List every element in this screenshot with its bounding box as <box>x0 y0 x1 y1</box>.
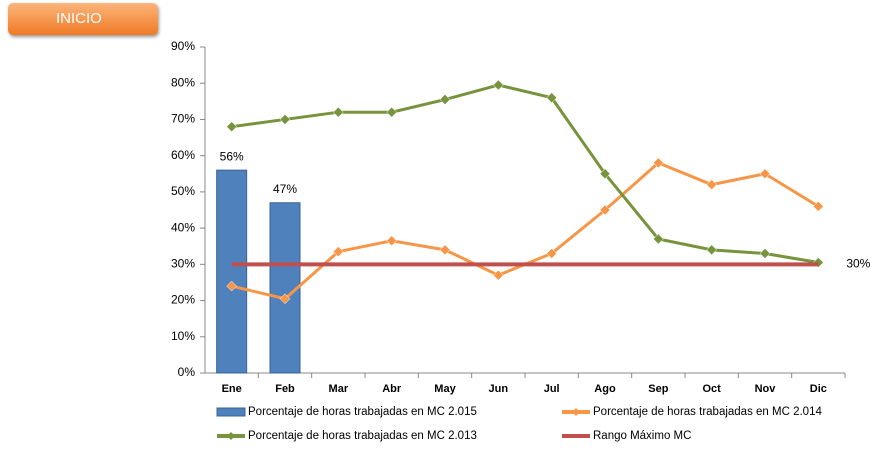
legend-label: Rango Máximo MC <box>593 430 691 442</box>
x-tick-label: May <box>434 383 456 395</box>
x-tick-label: Abr <box>382 383 402 395</box>
y-tick-label: 90% <box>171 39 195 53</box>
marker <box>386 106 398 118</box>
y-tick-label: 20% <box>171 293 195 307</box>
marker <box>332 106 344 118</box>
y-tick-label: 70% <box>171 112 195 126</box>
marker <box>492 79 504 91</box>
marker <box>439 94 451 105</box>
y-tick-label: 80% <box>171 75 195 89</box>
marker <box>652 157 664 169</box>
marker <box>279 114 291 125</box>
marker <box>439 244 451 256</box>
marker <box>226 121 238 133</box>
x-tick-label: Mar <box>329 383 349 395</box>
marker <box>759 168 771 180</box>
x-tick-label: Sep <box>648 383 668 395</box>
line <box>231 161 820 301</box>
marker <box>546 92 558 104</box>
marker <box>599 168 611 180</box>
legend-label: Porcentaje de horas trabajadas en MC 2.0… <box>593 406 822 418</box>
x-tick-label: Nov <box>755 383 777 395</box>
data-label: 30% <box>846 257 870 271</box>
y-tick-label: 50% <box>171 184 195 198</box>
marker <box>332 246 344 258</box>
bar <box>269 202 301 374</box>
legend-marker <box>572 408 580 416</box>
marker <box>546 248 558 259</box>
legend-swatch <box>216 407 246 417</box>
legend-marker <box>227 432 235 440</box>
y-tick-label: 30% <box>171 257 195 271</box>
marker <box>652 233 664 245</box>
data-label: 47% <box>273 182 297 196</box>
marker <box>226 280 238 292</box>
marker <box>599 204 611 216</box>
y-tick-label: 40% <box>171 220 195 234</box>
x-tick-label: Feb <box>275 383 295 395</box>
line <box>231 83 819 265</box>
x-tick-label: Ago <box>594 383 616 395</box>
marker <box>812 201 824 212</box>
y-tick-label: 10% <box>171 329 195 343</box>
marker <box>759 248 771 259</box>
x-tick-label: Dic <box>810 383 827 395</box>
marker <box>706 244 718 256</box>
marker <box>386 235 398 247</box>
x-tick-label: Oct <box>702 383 721 395</box>
marker <box>706 179 718 190</box>
inicio-button[interactable]: INICIO <box>8 3 158 35</box>
legend-label: Porcentaje de horas trabajadas en MC 2.0… <box>248 406 477 418</box>
y-tick-label: 0% <box>178 365 196 379</box>
marker <box>279 293 291 305</box>
bar <box>216 169 248 374</box>
x-tick-label: Ene <box>222 383 242 395</box>
y-tick-label: 60% <box>171 148 195 162</box>
legend-label: Porcentaje de horas trabajadas en MC 2.0… <box>248 430 477 442</box>
x-tick-label: Jul <box>544 383 560 395</box>
x-tick-label: Jun <box>489 383 509 395</box>
marker <box>492 269 504 281</box>
data-label: 56% <box>220 149 244 163</box>
